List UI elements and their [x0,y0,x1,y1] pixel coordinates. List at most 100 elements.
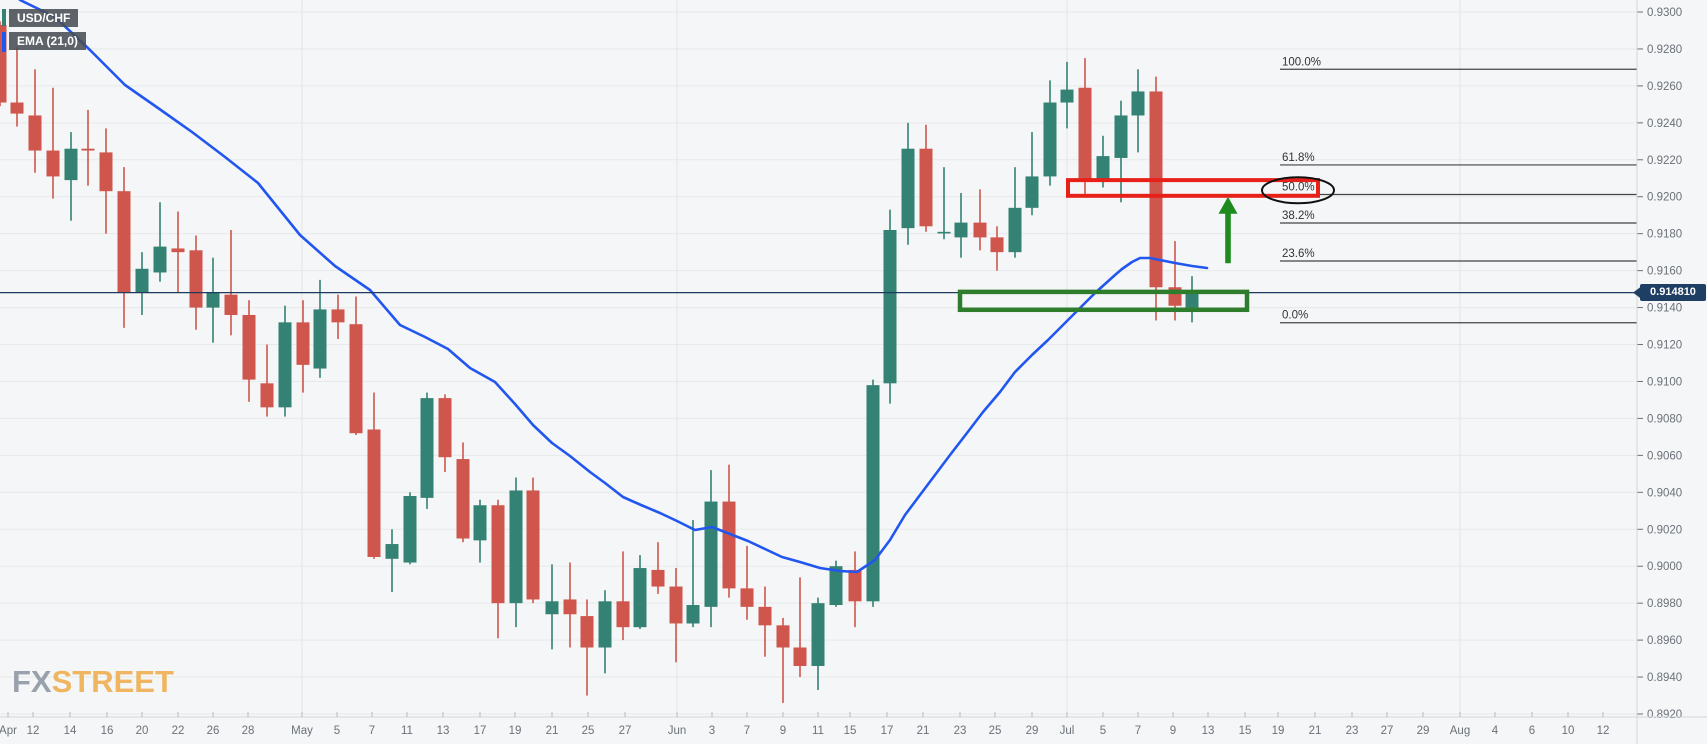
candle[interactable] [776,617,790,703]
candle[interactable] [509,477,523,628]
candle[interactable] [438,394,452,472]
x-axis-label: 13 [1202,725,1215,737]
candle[interactable] [973,189,987,251]
candle[interactable] [651,542,665,594]
ema-badge[interactable]: EMA (21,0) [9,32,86,50]
candle[interactable] [189,235,203,330]
candle[interactable] [669,568,683,663]
candle[interactable] [1060,61,1074,129]
candle[interactable] [722,464,736,598]
x-axis-label: 12 [27,725,40,737]
candle[interactable] [99,128,113,234]
candle[interactable] [46,87,60,199]
x-axis-label: May [291,725,313,737]
candle[interactable] [403,492,417,565]
candle[interactable] [919,124,933,232]
x-axis-label: 6 [1529,725,1535,737]
y-axis-label: 0.9000 [1647,561,1682,573]
candle[interactable] [1008,167,1022,258]
candle[interactable] [1078,58,1092,195]
candle[interactable] [10,47,24,127]
candle[interactable] [1025,132,1039,216]
support-box[interactable] [957,289,1250,313]
candle[interactable] [990,226,1004,271]
candle[interactable] [616,551,630,641]
candle[interactable] [491,499,505,639]
candle[interactable] [81,109,95,186]
candle[interactable] [793,577,807,678]
candle[interactable] [224,229,238,336]
x-axis-label: 25 [582,725,595,737]
candle[interactable] [296,300,310,393]
x-axis-label: 26 [207,725,220,737]
candles-series[interactable] [0,21,1199,703]
candle[interactable] [117,167,131,328]
x-axis-label: 16 [101,725,114,737]
candle[interactable] [1185,276,1199,323]
x-axis-label: 9 [1170,725,1176,737]
fib-level-label: 23.6% [1282,248,1315,260]
candle[interactable] [0,21,7,107]
x-axis-label: 9 [780,725,786,737]
resistance-box[interactable] [1066,178,1320,198]
y-axis-label: 0.9120 [1647,340,1682,352]
candle[interactable] [367,392,381,559]
candle[interactable] [811,597,825,690]
candle[interactable] [526,477,540,604]
fxstreet-watermark-street: STREET [51,664,174,699]
candle[interactable] [1149,76,1163,321]
fib-retracement[interactable]: 100.0% 61.8% 50.0% 38.2% 23.6% 0.0% [1280,56,1637,324]
candle[interactable] [135,252,149,315]
candle[interactable] [28,69,42,173]
candle[interactable] [686,520,700,628]
candle[interactable] [580,599,594,696]
x-axis-label: Jul [1060,725,1075,737]
candle[interactable] [349,296,363,436]
symbol-badge[interactable]: USD/CHF [9,9,79,27]
candle[interactable] [260,344,274,417]
y-axis-label: 0.9040 [1647,487,1682,499]
candle[interactable] [598,590,612,674]
candle[interactable] [1114,100,1128,203]
x-axis-label: 14 [64,725,77,737]
fxstreet-watermark: FXSTREET [12,664,174,700]
up-arrow[interactable] [1218,196,1238,264]
candle[interactable] [937,167,951,240]
candle[interactable] [473,499,487,563]
x-axis-label: 22 [172,725,185,737]
candle[interactable] [883,209,897,404]
candle[interactable] [954,193,968,258]
fifty-percent-ellipse[interactable] [1261,176,1335,205]
candle[interactable] [278,305,292,417]
candle[interactable] [545,564,559,650]
candle[interactable] [740,545,754,620]
x-axis-label: 21 [546,725,559,737]
candle[interactable] [385,529,399,593]
candle[interactable] [420,392,434,509]
fib-level-label: 38.2% [1282,210,1315,222]
candle[interactable] [848,551,862,628]
candle[interactable] [633,555,647,630]
candle[interactable] [171,211,185,293]
candle[interactable] [313,279,327,378]
candle[interactable] [829,560,843,607]
candle[interactable] [456,442,470,543]
y-axis-label: 0.9180 [1647,229,1682,241]
candle[interactable] [331,294,345,339]
candle[interactable] [1043,80,1057,186]
candle[interactable] [866,379,880,607]
x-axis-label: 20 [136,725,149,737]
x-axis-label: 21 [917,725,930,737]
fib-level-label: 0.0% [1282,310,1308,322]
candle[interactable] [206,257,220,343]
candle[interactable] [242,300,256,402]
x-axis-label: 4 [1492,725,1499,737]
candle[interactable] [153,202,167,282]
candle[interactable] [1131,69,1145,153]
candle[interactable] [901,122,915,245]
candle[interactable] [64,132,78,221]
candle[interactable] [563,562,577,648]
candle[interactable] [758,586,772,657]
